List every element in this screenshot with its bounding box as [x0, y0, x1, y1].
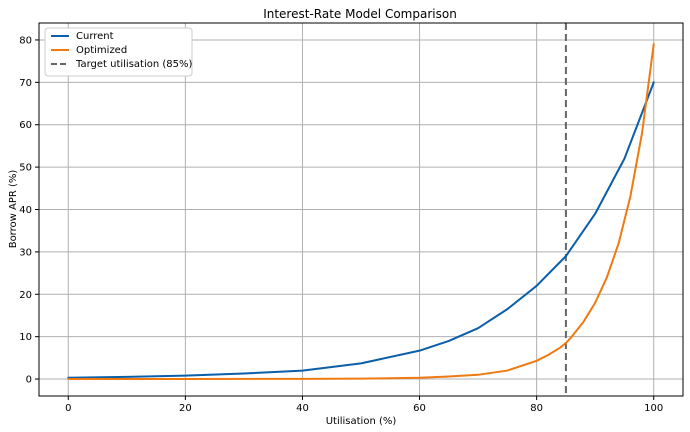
y-tick-label: 0: [26, 375, 32, 386]
legend-label-current: Current: [76, 31, 114, 42]
y-tick-label: 80: [19, 35, 32, 46]
chart-title: Interest-Rate Model Comparison: [263, 7, 457, 21]
y-tick-label: 70: [19, 78, 32, 89]
x-axis-title: Utilisation (%): [326, 416, 397, 427]
legend-label-target: Target utilisation (85%): [75, 59, 193, 70]
x-tick-label: 80: [530, 403, 543, 414]
x-tick-label: 0: [65, 403, 71, 414]
axes: 0 20 40 60 80 100 0 10 20 30 40 50 60 70 80: [19, 35, 663, 414]
y-tick-label: 60: [19, 120, 32, 131]
y-tick-label: 20: [19, 290, 32, 301]
x-tick-label: 60: [413, 403, 426, 414]
series-lines: [67, 43, 655, 381]
y-tick-label: 40: [19, 205, 32, 216]
y-tick-label: 30: [19, 247, 32, 258]
y-tick-label: 10: [19, 332, 32, 343]
series-line-optimized: [67, 43, 655, 381]
legend: Current Optimized Target utilisation (85…: [44, 27, 193, 77]
series-line-current: [67, 81, 655, 379]
y-tick-label: 50: [19, 163, 32, 174]
legend-box: [44, 27, 193, 77]
legend-label-optimized: Optimized: [76, 45, 127, 56]
x-tick-label: 40: [296, 403, 309, 414]
y-axis-title: Borrow APR (%): [8, 170, 19, 249]
x-tick-label: 20: [179, 403, 192, 414]
x-tick-label: 100: [644, 403, 663, 414]
